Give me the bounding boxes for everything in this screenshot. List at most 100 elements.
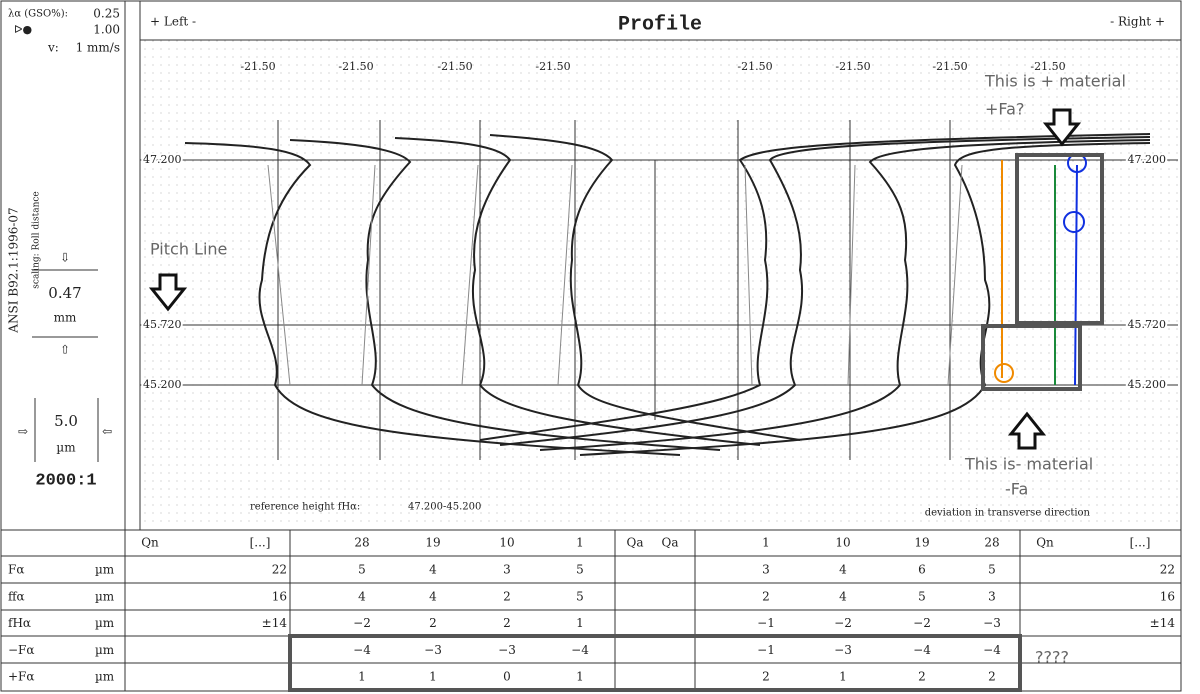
table-header: 19 [425, 536, 440, 550]
table-cell: 4 [429, 589, 437, 603]
left-label: + Left - [150, 15, 196, 29]
scale-unit: mm [54, 311, 77, 325]
highlight-box [288, 634, 1022, 692]
arrow-icon: ⇨ [18, 425, 28, 439]
deviation-note: deviation in transverse direction [925, 508, 1091, 519]
table-cell: −3 [834, 643, 852, 657]
filter-value: 1.00 [93, 23, 120, 37]
table-header: Qa [627, 536, 644, 550]
scale-value: 0.47 [48, 284, 81, 302]
lambda-label: λα (GSO%): [8, 9, 68, 20]
table-cell: −2 [913, 616, 931, 630]
table-header: Qa [662, 536, 679, 550]
top-value: -21.50 [535, 60, 570, 73]
arrow-icon: ⇩ [60, 251, 70, 265]
table-cell: 2 [429, 616, 437, 630]
table-cell: 3 [503, 563, 511, 577]
table-cell: 22 [1160, 563, 1175, 577]
table-header: Qn [141, 536, 159, 550]
table-header: Qn [1036, 536, 1054, 550]
table-cell: 3 [988, 589, 996, 603]
row-symbol: fHα [8, 616, 31, 630]
deviation-value: 5.0 [54, 412, 78, 430]
top-value: -21.50 [737, 60, 772, 73]
pitch-line-note: Pitch Line [150, 240, 227, 259]
table-cell: 2 [503, 616, 511, 630]
table-cell: 1 [839, 670, 847, 684]
table-cell: 1 [576, 670, 584, 684]
table-cell: 3 [762, 563, 770, 577]
grid [140, 40, 1178, 525]
table-header: 1 [576, 536, 584, 550]
row-symbol: ffα [8, 589, 25, 603]
table-cell: ±14 [262, 616, 288, 630]
table-cell: 5 [988, 563, 996, 577]
table-cell: 5 [576, 589, 584, 603]
table-header: 28 [354, 536, 369, 550]
y-label: 45.720 [143, 318, 182, 331]
question-note: ???? [1035, 648, 1069, 667]
table-cell: −2 [834, 616, 852, 630]
standard: ANSI B92.1:1996-07 [7, 207, 21, 333]
magnification: 2000:1 [35, 471, 96, 490]
top-value: -21.50 [1030, 60, 1065, 73]
generated: -21.50 -21.50 -21.50 -21.50 -21.50 -21.50 -21.… [1, 60, 1181, 691]
up-arrow [1007, 411, 1047, 450]
table-header: 28 [984, 536, 999, 550]
table-cell: −4 [571, 643, 589, 657]
reference-label: reference height fHα: [250, 502, 360, 513]
row-symbol: +Fα [8, 670, 34, 684]
highlight-box [1015, 153, 1104, 325]
y-label: 45.200 [143, 378, 182, 391]
table-cell: 1 [429, 670, 437, 684]
profile-curves [184, 133, 1151, 456]
table-cell: 2 [762, 670, 770, 684]
row-unit: µm [95, 589, 115, 603]
table-cell: 0 [503, 670, 511, 684]
top-value: -21.50 [835, 60, 870, 73]
y-label: 45.720 [1128, 318, 1167, 331]
minus-material-note: This is- material [964, 455, 1093, 474]
table-header: 1 [762, 536, 770, 550]
filter-icon: ᐅ● [14, 23, 32, 36]
highlight-box [981, 324, 1082, 391]
top-value: -21.50 [932, 60, 967, 73]
table-cell: 16 [272, 589, 287, 603]
plus-fa-note: +Fa? [985, 100, 1024, 119]
table-cell: −4 [913, 643, 931, 657]
table-cell: 22 [272, 563, 287, 577]
y-label: 45.200 [1128, 378, 1167, 391]
lambda-value: 0.25 [93, 7, 120, 21]
row-unit: µm [95, 670, 115, 684]
title: Profile [618, 13, 702, 36]
evaluation-lines [267, 164, 963, 386]
table-header: [...] [250, 536, 271, 550]
arrow-icon: ⇦ [102, 425, 112, 439]
table-cell: −3 [424, 643, 442, 657]
table-cell: 2 [988, 670, 996, 684]
row-unit: µm [95, 616, 115, 630]
top-value: -21.50 [338, 60, 373, 73]
reference-lines [140, 120, 1178, 460]
top-value: -21.50 [240, 60, 275, 73]
down-arrow [148, 273, 188, 312]
table-cell: −3 [983, 616, 1001, 630]
table-cell: 6 [918, 563, 926, 577]
table-cell: −1 [757, 616, 775, 630]
row-symbol: −Fα [8, 643, 34, 657]
table-cell: −1 [757, 643, 775, 657]
table-cell: 4 [839, 563, 847, 577]
table-cell: ±14 [1150, 616, 1176, 630]
y-label: 47.200 [143, 153, 182, 166]
table-cell: 1 [358, 670, 366, 684]
right-label: - Right + [1110, 15, 1165, 29]
y-label: 47.200 [1128, 153, 1167, 166]
scaling: scaling: Roll distance [32, 191, 42, 288]
table-cell: −4 [353, 643, 371, 657]
table-header: 10 [499, 536, 514, 550]
table-cell: 4 [358, 589, 366, 603]
table-cell: 2 [918, 670, 926, 684]
table-header: 10 [835, 536, 850, 550]
highlight-lines [994, 153, 1087, 386]
